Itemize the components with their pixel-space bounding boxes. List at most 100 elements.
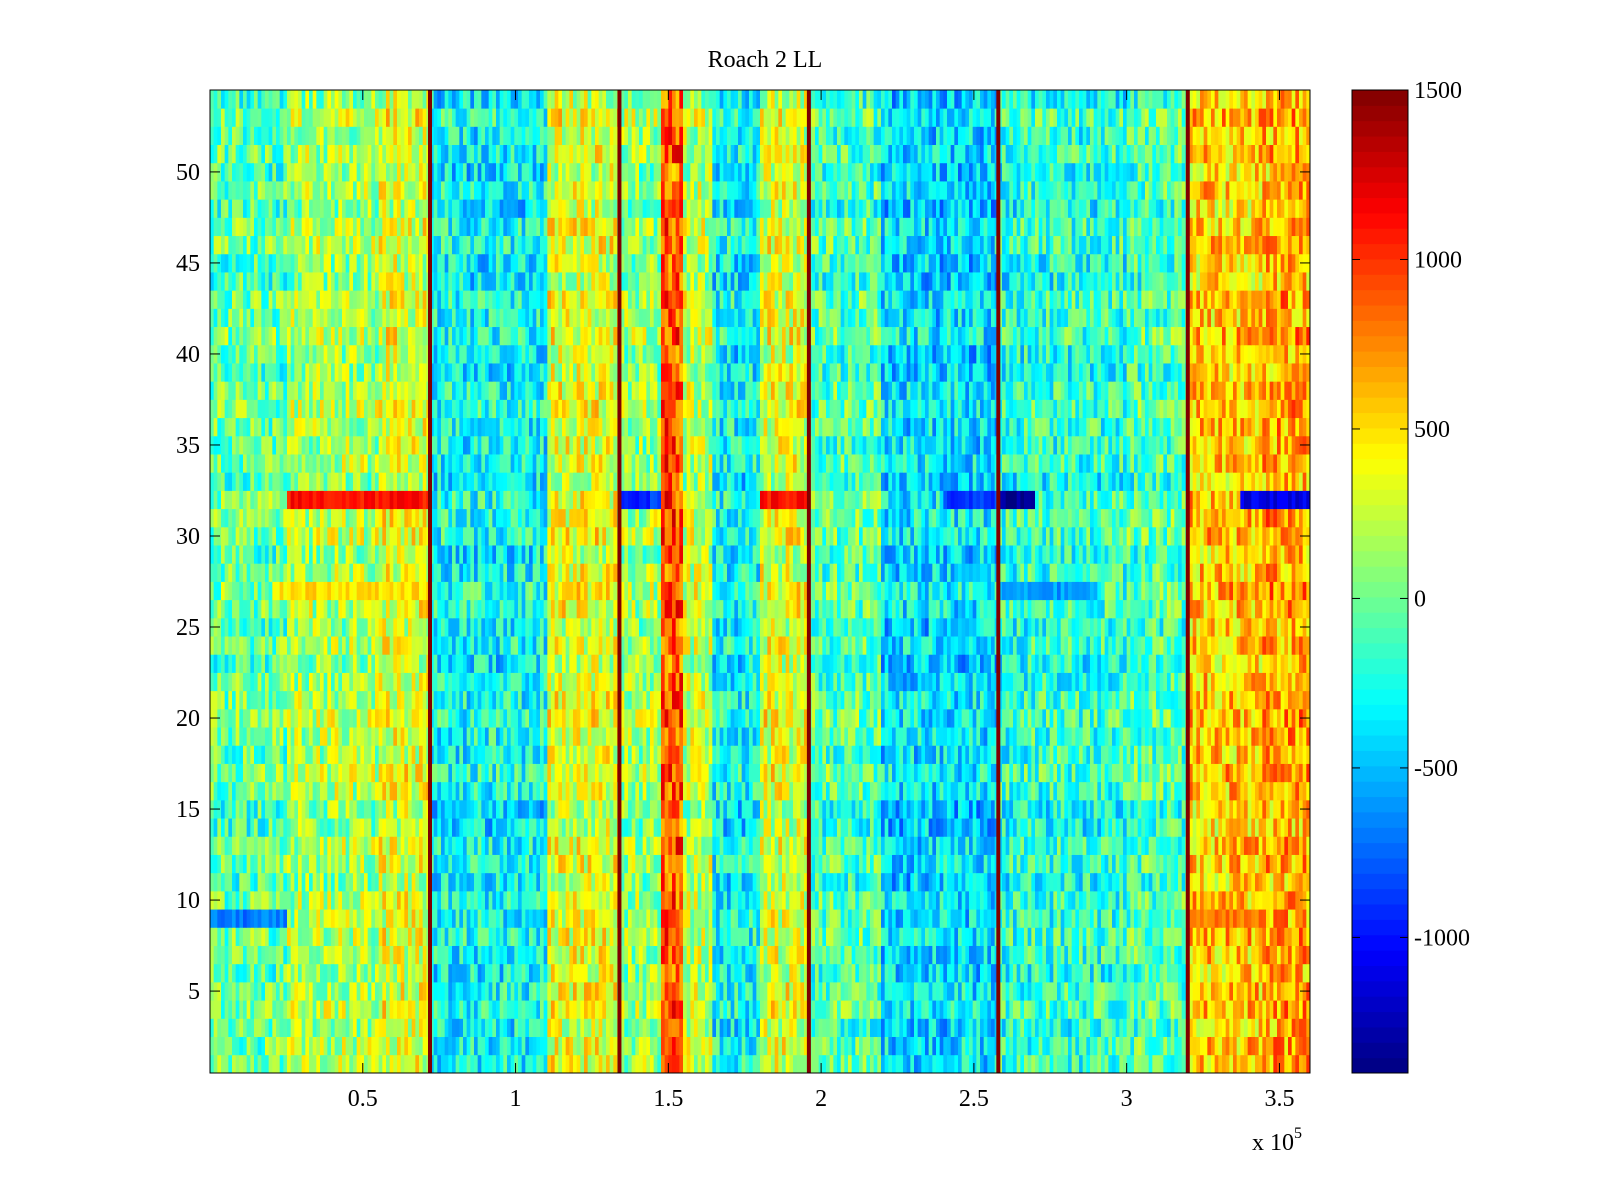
heatmap-cell bbox=[1295, 1000, 1300, 1019]
heatmap-cell bbox=[1258, 963, 1263, 983]
heatmap-cell bbox=[349, 927, 354, 946]
heatmap-cell bbox=[1222, 1018, 1227, 1037]
heatmap-cell bbox=[1167, 854, 1172, 874]
heatmap-cell bbox=[320, 1000, 325, 1019]
heatmap-cell bbox=[950, 945, 955, 965]
heatmap-cell bbox=[697, 836, 702, 855]
heatmap-cell bbox=[646, 927, 651, 946]
heatmap-cell bbox=[569, 854, 574, 874]
heatmap-cell bbox=[316, 781, 321, 801]
heatmap-cell bbox=[1207, 836, 1212, 855]
heatmap-cell bbox=[804, 872, 809, 892]
heatmap-cell bbox=[1181, 818, 1186, 837]
heatmap-cell bbox=[730, 909, 735, 928]
heatmap-cell bbox=[1229, 909, 1234, 928]
heatmap-cell bbox=[1262, 818, 1267, 837]
heatmap-cell bbox=[345, 909, 350, 928]
heatmap-cell bbox=[1119, 818, 1124, 837]
heatmap-cell bbox=[565, 763, 570, 783]
heatmap-cell bbox=[400, 781, 405, 801]
heatmap-cell bbox=[485, 781, 490, 801]
heatmap-cell bbox=[899, 1000, 904, 1019]
heatmap-cell bbox=[895, 1054, 900, 1074]
heatmap-cell bbox=[969, 1054, 974, 1074]
heatmap-cell bbox=[1071, 781, 1076, 801]
heatmap-cell bbox=[873, 799, 878, 819]
heatmap-cell bbox=[1244, 836, 1249, 855]
heatmap-cell bbox=[393, 963, 398, 983]
heatmap-cell bbox=[1075, 1000, 1080, 1019]
heatmap-cell bbox=[591, 1036, 596, 1056]
heatmap-cell bbox=[653, 981, 658, 1001]
heatmap-cell bbox=[400, 854, 405, 874]
heatmap-cell bbox=[771, 872, 776, 892]
heatmap-cell bbox=[785, 854, 790, 874]
heatmap-cell bbox=[503, 981, 508, 1001]
heatmap-cell bbox=[987, 909, 992, 928]
heatmap-cell bbox=[1152, 854, 1157, 874]
heatmap-cell bbox=[547, 763, 552, 783]
heatmap-cell bbox=[474, 872, 479, 892]
heatmap-cell bbox=[1053, 981, 1058, 1001]
heatmap-cell bbox=[305, 945, 310, 965]
heatmap-cell bbox=[870, 1000, 875, 1019]
heatmap-cell bbox=[1189, 836, 1194, 855]
heatmap-cell bbox=[1258, 1054, 1263, 1074]
heatmap-cell bbox=[580, 963, 585, 983]
heatmap-cell bbox=[1244, 890, 1249, 910]
heatmap-cell bbox=[441, 1054, 446, 1074]
heatmap-cell bbox=[367, 890, 372, 910]
heatmap-cell bbox=[294, 836, 299, 855]
heatmap-cell bbox=[1079, 1054, 1084, 1074]
heatmap-cell bbox=[1042, 1000, 1047, 1019]
heatmap-cell bbox=[741, 963, 746, 983]
heatmap-cell bbox=[349, 963, 354, 983]
heatmap-cell bbox=[712, 799, 717, 819]
heatmap-cell bbox=[345, 1036, 350, 1056]
heatmap-cell bbox=[679, 1054, 684, 1074]
heatmap-cell bbox=[991, 981, 996, 1001]
heatmap-cell bbox=[488, 763, 493, 783]
heatmap-cell bbox=[224, 963, 229, 983]
heatmap-cell bbox=[851, 1036, 856, 1056]
heatmap-cell bbox=[565, 981, 570, 1001]
heatmap-cell bbox=[1178, 836, 1183, 855]
heatmap-cell bbox=[584, 1000, 589, 1019]
heatmap-cell bbox=[382, 963, 387, 983]
heatmap-cell bbox=[1038, 1054, 1043, 1074]
heatmap-cell bbox=[393, 763, 398, 783]
heatmap-cell bbox=[430, 1036, 435, 1056]
heatmap-cell bbox=[903, 981, 908, 1001]
heatmap-cell bbox=[906, 763, 911, 783]
heatmap-cell bbox=[1013, 1000, 1018, 1019]
heatmap-cell bbox=[1159, 890, 1164, 910]
heatmap-cell bbox=[257, 781, 262, 801]
heatmap-cell bbox=[587, 1018, 592, 1037]
heatmap-cell bbox=[844, 890, 849, 910]
heatmap-cell bbox=[268, 854, 273, 874]
heatmap-cell bbox=[1181, 909, 1186, 928]
heatmap-cell bbox=[833, 981, 838, 1001]
heatmap-cell bbox=[1130, 1054, 1135, 1074]
heatmap-cell bbox=[804, 781, 809, 801]
heatmap-cell bbox=[437, 1000, 442, 1019]
heatmap-cell bbox=[375, 836, 380, 855]
heatmap-cell bbox=[701, 890, 706, 910]
heatmap-cell bbox=[624, 799, 629, 819]
heatmap-cell bbox=[1240, 890, 1245, 910]
heatmap-cell bbox=[1192, 836, 1197, 855]
heatmap-cell bbox=[719, 945, 724, 965]
heatmap-cell bbox=[1203, 1018, 1208, 1037]
heatmap-cell bbox=[1302, 818, 1307, 837]
heatmap-cell bbox=[415, 872, 420, 892]
heatmap-cell bbox=[562, 763, 567, 783]
heatmap-cell bbox=[1057, 1018, 1062, 1037]
heatmap-cell bbox=[382, 836, 387, 855]
heatmap-cell bbox=[694, 854, 699, 874]
heatmap-cell bbox=[705, 890, 710, 910]
heatmap-cell bbox=[1042, 854, 1047, 874]
heatmap-cell bbox=[932, 836, 937, 855]
heatmap-cell bbox=[756, 945, 761, 965]
heatmap-cell bbox=[631, 799, 636, 819]
